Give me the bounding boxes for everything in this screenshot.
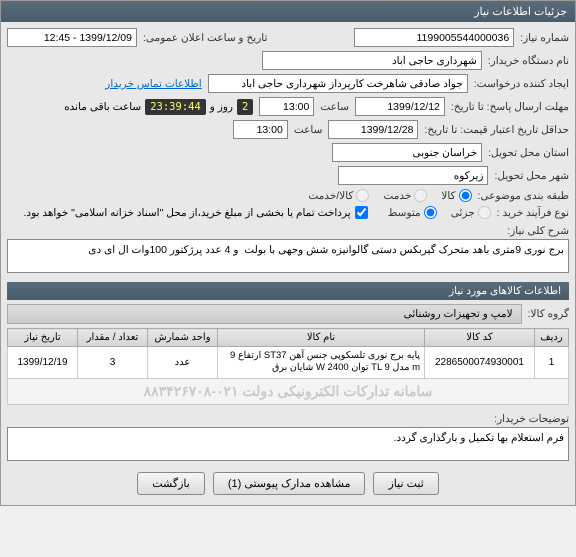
buyer-org-label: نام دستگاه خریدار:	[488, 55, 569, 67]
time-label-2: ساعت	[294, 124, 323, 136]
send-deadline-time[interactable]	[259, 97, 314, 116]
category-radio-group: کالا خدمت کالا/خدمت	[308, 189, 471, 202]
valid-until-label: حداقل تاریخ اعتبار قیمت: تا تاریخ:	[424, 124, 569, 136]
radio-medium[interactable]	[424, 206, 437, 219]
countdown-group: 2 روز و 23:39:44 ساعت باقی مانده	[64, 99, 253, 115]
cell-date: 1399/12/19	[8, 347, 78, 379]
radio-small[interactable]	[478, 206, 491, 219]
radio-service[interactable]	[414, 189, 427, 202]
watermark-text: سامانه تدارکات الکترونیکی دولت ۰۲۱-۸۸۳۴۲…	[144, 383, 433, 399]
province-label: استان محل تحویل:	[488, 147, 569, 159]
cell-unit: عدد	[148, 347, 218, 379]
days-left: 2	[237, 99, 253, 115]
th-code: کد کالا	[425, 329, 535, 347]
radio-goods-text: کالا	[441, 190, 455, 202]
category-label: طبقه بندی موضوعی:	[478, 190, 569, 202]
time-label-1: ساعت	[320, 101, 349, 113]
remain-label: ساعت باقی مانده	[64, 101, 141, 113]
need-number-input[interactable]	[354, 28, 514, 47]
send-deadline-date[interactable]	[355, 97, 445, 116]
items-table: ردیف کد کالا نام کالا واحد شمارش تعداد /…	[7, 328, 569, 405]
table-row[interactable]: 1 2286500074930001 پایه برج نوری تلسکوپی…	[8, 347, 569, 379]
radio-goods-label[interactable]: کالا	[441, 189, 471, 202]
radio-service-text: خدمت	[383, 190, 411, 202]
radio-small-text: جزئی	[451, 207, 475, 219]
radio-goods-service[interactable]	[356, 189, 369, 202]
button-bar: ثبت نیاز مشاهده مدارک پیوستی (1) بازگشت	[7, 464, 569, 499]
goods-group-label: گروه کالا:	[528, 308, 569, 320]
th-unit: واحد شمارش	[148, 329, 218, 347]
th-qty: تعداد / مقدار	[78, 329, 148, 347]
radio-goods[interactable]	[459, 189, 472, 202]
send-button[interactable]: ثبت نیاز	[373, 472, 438, 495]
goods-group-accordion[interactable]: لامپ و تجهیزات روشنائی	[7, 304, 522, 324]
watermark-row: سامانه تدارکات الکترونیکی دولت ۰۲۱-۸۸۳۴۲…	[8, 378, 569, 404]
radio-goods-service-text: کالا/خدمت	[308, 190, 353, 202]
day-label: روز و	[210, 101, 233, 113]
th-name: نام کالا	[218, 329, 425, 347]
announce-input[interactable]	[7, 28, 137, 47]
buyer-org-input[interactable]	[262, 51, 482, 70]
creator-label: ایجاد کننده درخواست:	[474, 78, 569, 90]
radio-service-label[interactable]: خدمت	[383, 189, 427, 202]
radio-medium-label[interactable]: متوسط	[388, 206, 437, 219]
cell-index: 1	[535, 347, 569, 379]
payment-checkbox[interactable]	[355, 206, 368, 219]
send-deadline-label: مهلت ارسال پاسخ: تا تاریخ:	[451, 101, 569, 113]
main-panel: جزئیات اطلاعات نیاز شماره نیاز: تاریخ و …	[0, 0, 576, 506]
panel-title: جزئیات اطلاعات نیاز	[1, 1, 575, 22]
cell-qty: 3	[78, 347, 148, 379]
th-row: ردیف	[535, 329, 569, 347]
th-date: تاریخ نیاز	[8, 329, 78, 347]
province-input[interactable]	[332, 143, 482, 162]
announce-label: تاریخ و ساعت اعلان عمومی:	[143, 32, 267, 44]
radio-goods-service-label[interactable]: کالا/خدمت	[308, 189, 369, 202]
view-attach-button[interactable]: مشاهده مدارک پیوستی (1)	[213, 472, 366, 495]
radio-small-label[interactable]: جزئی	[451, 206, 491, 219]
back-button[interactable]: بازگشت	[137, 472, 205, 495]
radio-medium-text: متوسط	[388, 207, 421, 219]
contact-link[interactable]: اطلاعات تماس خریدار	[105, 78, 201, 90]
buyer-notes-label: توضیحات خریدار:	[7, 413, 569, 425]
items-section-title: اطلاعات کالاهای مورد نیاز	[7, 282, 569, 300]
process-radio-group: جزئی متوسط	[388, 206, 491, 219]
payment-note: پرداخت تمام یا بخشی از مبلغ خرید،از محل …	[24, 207, 351, 219]
desc-label: شرح کلی نیاز:	[7, 225, 569, 237]
city-label: شهر محل تحویل:	[494, 170, 569, 182]
countdown-time: 23:39:44	[145, 99, 206, 115]
cell-code: 2286500074930001	[425, 347, 535, 379]
desc-textarea[interactable]	[7, 239, 569, 273]
city-input[interactable]	[338, 166, 488, 185]
panel-body: شماره نیاز: تاریخ و ساعت اعلان عمومی: نا…	[1, 22, 575, 505]
creator-input[interactable]	[208, 74, 468, 93]
valid-until-date[interactable]	[328, 120, 418, 139]
cell-name: پایه برج نوری تلسکوپی جنس آهن ST37 ارتفا…	[218, 347, 425, 379]
buyer-notes-textarea[interactable]	[7, 427, 569, 461]
need-number-label: شماره نیاز:	[520, 32, 569, 44]
process-type-label: نوع فرآیند خرید :	[497, 207, 569, 219]
valid-until-time[interactable]	[233, 120, 288, 139]
